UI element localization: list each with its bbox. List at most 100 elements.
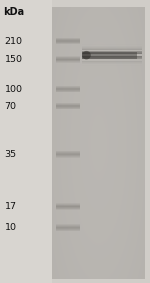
Bar: [90, 51, 92, 52]
Bar: [120, 47, 122, 48]
Bar: [98, 47, 100, 48]
Bar: [104, 57, 106, 58]
Bar: [110, 48, 112, 49]
Bar: [132, 64, 134, 65]
Bar: [82, 65, 84, 66]
Bar: [140, 47, 142, 48]
Bar: [118, 47, 120, 48]
Bar: [138, 47, 140, 48]
Bar: [140, 52, 142, 53]
Bar: [102, 60, 104, 61]
Bar: [122, 56, 124, 57]
Bar: [108, 51, 110, 52]
Bar: [136, 51, 138, 52]
Bar: [134, 47, 136, 48]
Bar: [120, 61, 122, 62]
Bar: [86, 57, 88, 58]
Bar: [140, 53, 142, 54]
Bar: [134, 51, 136, 52]
Bar: [108, 62, 110, 63]
Bar: [114, 65, 116, 66]
Text: 70: 70: [4, 102, 16, 111]
Bar: [56, 151, 80, 152]
Bar: [110, 58, 112, 59]
Bar: [108, 56, 110, 57]
Bar: [92, 53, 94, 54]
Bar: [140, 56, 142, 57]
Bar: [140, 51, 142, 52]
Bar: [128, 56, 130, 57]
Bar: [112, 63, 114, 64]
Bar: [98, 44, 100, 45]
Bar: [90, 53, 92, 54]
Bar: [112, 62, 114, 63]
Bar: [94, 44, 96, 45]
Bar: [118, 48, 120, 49]
Bar: [108, 63, 110, 64]
Bar: [136, 47, 138, 48]
Bar: [122, 65, 124, 66]
Bar: [124, 60, 126, 61]
Bar: [108, 57, 110, 58]
Bar: [124, 56, 126, 57]
Bar: [90, 52, 92, 53]
Bar: [128, 51, 130, 52]
Bar: [120, 58, 122, 59]
Bar: [130, 57, 132, 58]
Bar: [132, 61, 134, 62]
Bar: [94, 52, 96, 53]
Bar: [88, 53, 90, 54]
Bar: [104, 61, 106, 62]
Bar: [114, 52, 116, 53]
Bar: [116, 64, 118, 65]
Bar: [106, 56, 108, 57]
Bar: [104, 47, 106, 48]
Bar: [136, 59, 138, 60]
Bar: [56, 107, 80, 108]
Bar: [138, 52, 140, 53]
Bar: [124, 64, 126, 65]
Bar: [108, 48, 110, 49]
Text: 35: 35: [4, 150, 17, 159]
Bar: [98, 64, 100, 65]
Bar: [114, 62, 116, 63]
Bar: [120, 48, 122, 49]
Bar: [124, 51, 126, 52]
Bar: [130, 64, 132, 65]
Bar: [128, 57, 130, 58]
Bar: [96, 62, 98, 63]
Bar: [132, 56, 134, 57]
Bar: [102, 58, 104, 59]
Bar: [132, 62, 134, 63]
Bar: [88, 63, 90, 64]
Bar: [128, 65, 130, 66]
Bar: [106, 59, 108, 60]
Bar: [122, 62, 124, 63]
Bar: [140, 59, 142, 60]
Bar: [118, 60, 120, 61]
Bar: [128, 60, 130, 61]
Bar: [116, 51, 118, 52]
Bar: [82, 61, 84, 62]
Bar: [108, 52, 110, 53]
Bar: [128, 44, 130, 45]
Bar: [56, 89, 80, 90]
Bar: [106, 65, 108, 66]
Bar: [84, 48, 86, 49]
Bar: [82, 44, 84, 45]
Bar: [112, 56, 114, 57]
Bar: [104, 59, 106, 60]
Bar: [102, 59, 104, 60]
Bar: [126, 47, 128, 48]
Bar: [132, 44, 134, 45]
Bar: [98, 62, 100, 63]
Bar: [116, 52, 118, 53]
Bar: [116, 65, 118, 66]
Text: kDa: kDa: [3, 7, 24, 17]
Bar: [138, 62, 140, 63]
Bar: [56, 105, 80, 106]
Bar: [56, 206, 80, 207]
Bar: [112, 52, 114, 53]
Bar: [92, 57, 94, 58]
Bar: [130, 47, 132, 48]
